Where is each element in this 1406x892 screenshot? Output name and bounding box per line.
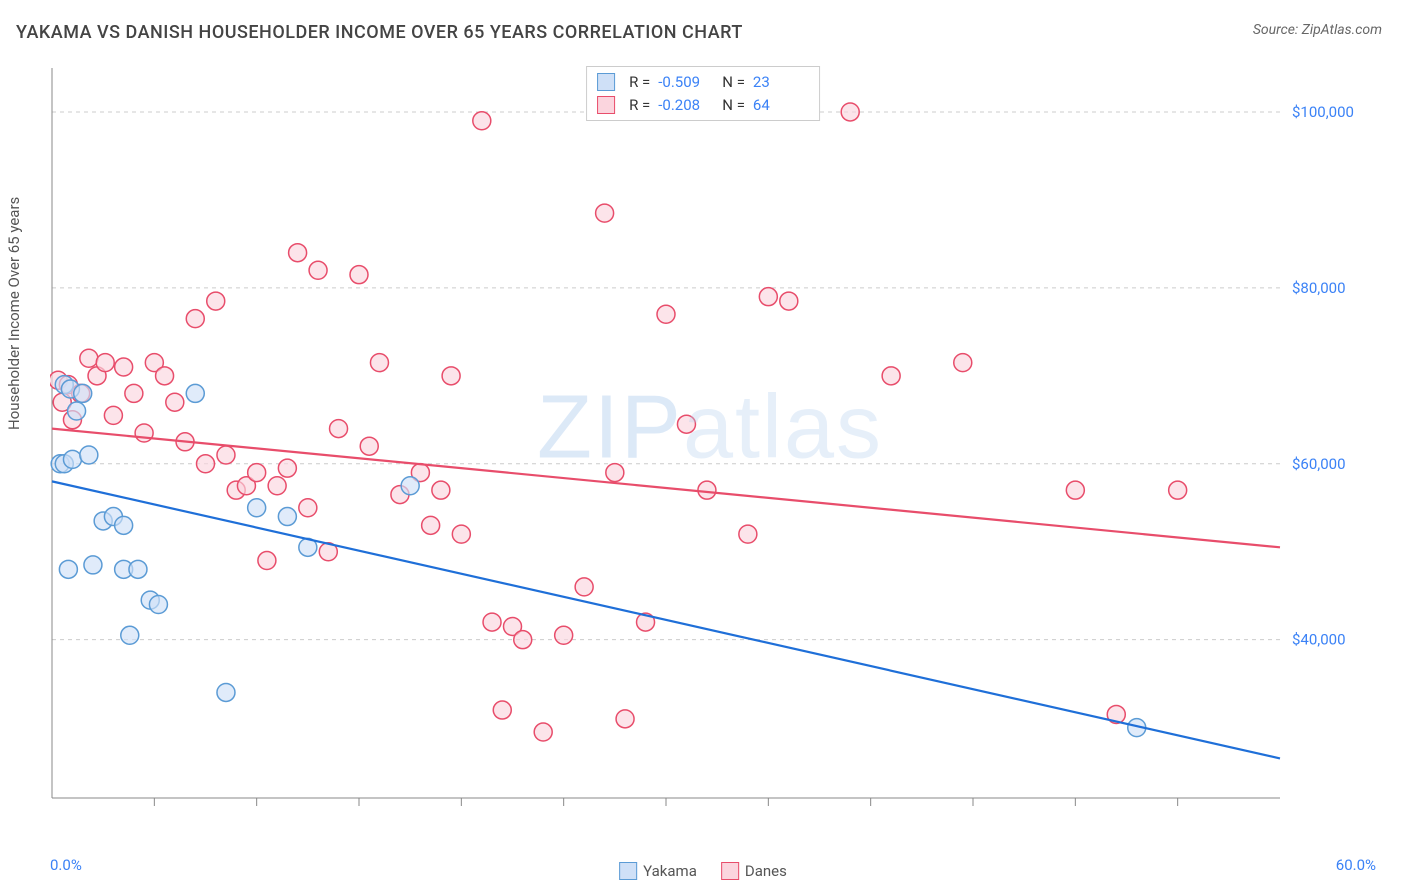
danes-point <box>125 384 143 402</box>
source-attribution: Source: ZipAtlas.com <box>1253 22 1382 38</box>
danes-point <box>166 393 184 411</box>
stat-r-value: -0.509 <box>658 71 714 94</box>
danes-point <box>442 367 460 385</box>
stat-n-label: N = <box>722 94 745 117</box>
plot-area: $40,000$60,000$80,000$100,000 ZIPatlas <box>50 58 1370 828</box>
stat-n-value: 64 <box>753 94 809 117</box>
x-legend: Yakama Danes <box>619 862 787 880</box>
yakama-point <box>129 560 147 578</box>
danes-point <box>278 459 296 477</box>
danes-point <box>616 710 634 728</box>
stat-r-label: R = <box>629 71 650 94</box>
yakama-point <box>68 402 86 420</box>
danes-point <box>104 406 122 424</box>
stat-n-value: 23 <box>753 71 809 94</box>
danes-point <box>422 516 440 534</box>
legend-item-danes: Danes <box>721 862 787 880</box>
danes-point <box>370 354 388 372</box>
yakama-point <box>80 446 98 464</box>
danes-point <box>299 499 317 517</box>
danes-point <box>1066 481 1084 499</box>
stat-row-yakama: R = -0.509 N = 23 <box>597 71 809 94</box>
legend-item-yakama: Yakama <box>619 862 697 880</box>
yakama-point <box>149 596 167 614</box>
danes-point <box>882 367 900 385</box>
yakama-point <box>121 626 139 644</box>
danes-point <box>657 305 675 323</box>
danes-point <box>555 626 573 644</box>
danes-point <box>483 613 501 631</box>
yakama-point <box>84 556 102 574</box>
danes-point <box>596 204 614 222</box>
danes-point <box>268 477 286 495</box>
scatter-svg: $40,000 $60,000 $80,000 $100,000 <box>50 58 1370 828</box>
danes-point <box>156 367 174 385</box>
danes-point <box>606 464 624 482</box>
stat-r-label: R = <box>629 94 650 117</box>
danes-point <box>514 631 532 649</box>
correlation-stats-box: R = -0.509 N = 23 R = -0.208 N = 64 <box>586 66 820 121</box>
danes-point <box>197 455 215 473</box>
danes-point <box>575 578 593 596</box>
danes-point <box>1169 481 1187 499</box>
x-axis-min-label: 0.0% <box>50 856 82 874</box>
danes-point <box>698 481 716 499</box>
danes-point <box>309 261 327 279</box>
chart-title: YAKAMA VS DANISH HOUSEHOLDER INCOME OVER… <box>16 22 743 43</box>
danes-point <box>96 354 114 372</box>
yakama-trendline <box>52 481 1280 758</box>
danes-point <box>248 464 266 482</box>
danes-point <box>289 244 307 262</box>
danes-point <box>534 723 552 741</box>
yakama-point <box>248 499 266 517</box>
yakama-point <box>401 477 419 495</box>
danes-point <box>473 112 491 130</box>
danes-point <box>207 292 225 310</box>
yakama-point <box>186 384 204 402</box>
x-axis-max-label: 60.0% <box>1336 856 1376 874</box>
svg-text:$80,000: $80,000 <box>1292 279 1346 297</box>
danes-point <box>452 525 470 543</box>
danes-point <box>80 349 98 367</box>
danes-point <box>186 310 204 328</box>
danes-point <box>350 266 368 284</box>
stat-n-label: N = <box>722 71 745 94</box>
danes-point <box>677 415 695 433</box>
danes-point <box>217 446 235 464</box>
danes-point <box>954 354 972 372</box>
danes-point <box>258 552 276 570</box>
svg-text:$40,000: $40,000 <box>1292 631 1346 649</box>
danes-point <box>135 424 153 442</box>
yakama-point <box>59 560 77 578</box>
svg-text:$100,000: $100,000 <box>1292 103 1354 121</box>
danes-point <box>493 701 511 719</box>
danes-point <box>330 420 348 438</box>
danes-point <box>841 103 859 121</box>
legend-label: Yakama <box>643 862 697 880</box>
y-axis-label: Householder Income Over 65 years <box>5 197 23 430</box>
legend-swatch <box>619 862 637 880</box>
svg-text:$60,000: $60,000 <box>1292 455 1346 473</box>
yakama-point <box>217 683 235 701</box>
danes-point <box>739 525 757 543</box>
legend-swatch <box>721 862 739 880</box>
legend-label: Danes <box>745 862 787 880</box>
danes-point <box>432 481 450 499</box>
danes-point <box>360 437 378 455</box>
stat-row-danes: R = -0.208 N = 64 <box>597 94 809 117</box>
legend-swatch <box>597 96 615 114</box>
legend-swatch <box>597 73 615 91</box>
yakama-point <box>74 384 92 402</box>
danes-point <box>115 358 133 376</box>
yakama-point <box>63 450 81 468</box>
stat-r-value: -0.208 <box>658 94 714 117</box>
yakama-point <box>115 516 133 534</box>
danes-point <box>780 292 798 310</box>
yakama-point <box>278 508 296 526</box>
danes-point <box>759 288 777 306</box>
